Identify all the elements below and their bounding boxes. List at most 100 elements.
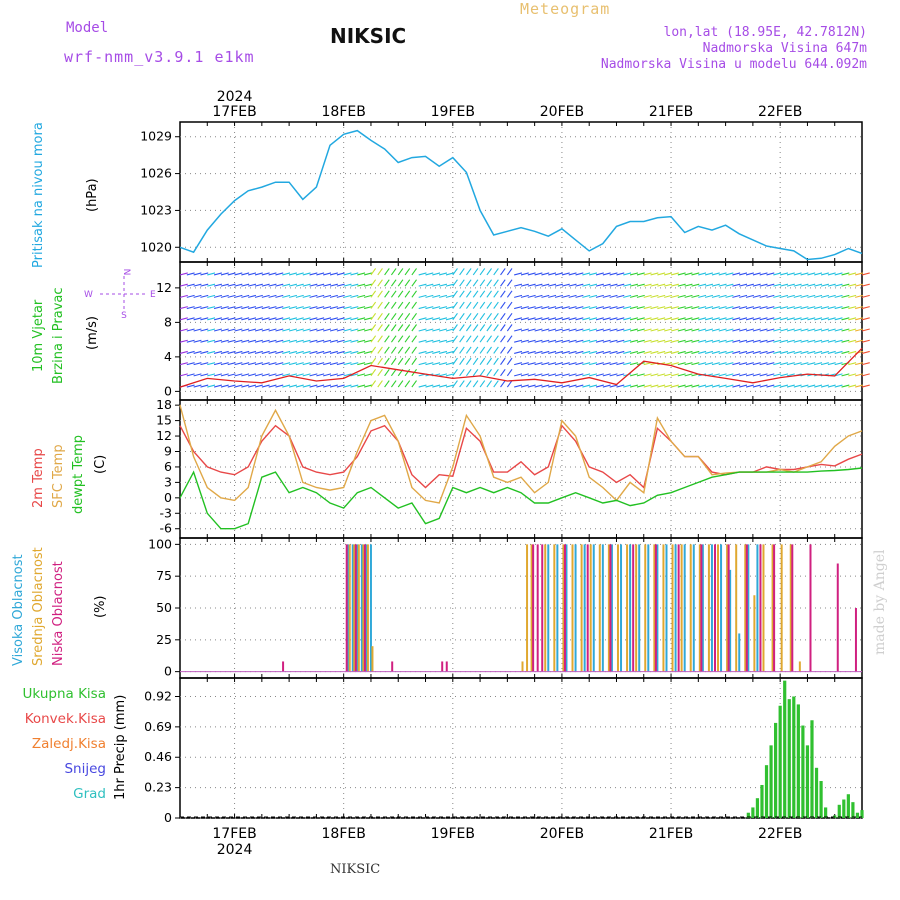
wind-barb [623, 384, 632, 388]
wind-barb [834, 283, 843, 287]
wind-barb [397, 279, 404, 287]
wind-barb [364, 339, 373, 343]
wind-barb [752, 384, 761, 388]
wind-barb [241, 373, 250, 377]
wind-barb [664, 328, 673, 332]
wind-barb [561, 294, 570, 298]
wind-barb [629, 328, 639, 332]
wind-barb [820, 272, 829, 276]
wind-barb [827, 362, 836, 366]
wind-barb [752, 328, 761, 332]
wind-barb [766, 294, 775, 298]
wind-barb [248, 373, 257, 377]
wind-barb [718, 339, 727, 343]
wind-barb [848, 272, 857, 276]
wind-barb [534, 339, 543, 343]
wind-barb [793, 294, 802, 298]
panel-frame [179, 121, 863, 263]
wind-barb [343, 283, 352, 287]
wind-barb [848, 350, 857, 354]
wind-barb [745, 283, 754, 287]
wind-barb [288, 328, 298, 332]
wind-barb [227, 328, 236, 332]
wind-barb [323, 328, 332, 332]
wind-barb [241, 362, 250, 366]
temp-unit: (C) [93, 455, 108, 474]
wind-barb [309, 339, 318, 343]
wind-barb [732, 328, 741, 332]
wind-barb [479, 279, 486, 287]
y-tick-label: -3 [160, 505, 172, 520]
wind-barb [582, 384, 591, 388]
wind-barb [561, 272, 570, 276]
wind-barb [752, 272, 761, 276]
wind-barb [364, 350, 373, 354]
wind-barb [275, 272, 284, 276]
y-tick-label: 1026 [140, 166, 172, 181]
wind-barb [377, 346, 383, 354]
wind-barb [500, 369, 506, 377]
wind-barb [329, 306, 338, 310]
wind-barb [848, 283, 857, 287]
wind-barb [745, 384, 754, 388]
wind-barb [575, 384, 584, 388]
wind-barb [445, 339, 454, 343]
wind-barb [220, 294, 229, 298]
wind-barb [514, 328, 523, 332]
wind-barb [855, 272, 864, 276]
wind-barb [514, 350, 523, 354]
wind-barb [841, 317, 850, 321]
wind-barb [725, 373, 734, 377]
wind-barb [514, 283, 523, 287]
y-tick-label: 8 [164, 314, 172, 329]
wind-barb [268, 294, 277, 298]
wind-barb [439, 272, 448, 276]
wind-barb [589, 362, 598, 366]
wind-barb [739, 283, 748, 287]
wind-barb [582, 373, 591, 377]
wind-barb [248, 283, 257, 287]
wind-barb [261, 384, 270, 388]
wind-barb [575, 373, 584, 377]
wind-barb [248, 317, 257, 321]
wind-barb [397, 335, 404, 343]
wind-barb [834, 272, 843, 276]
wind-barb [472, 279, 479, 287]
wind-barb [711, 272, 720, 276]
wind-barb [732, 339, 741, 343]
wind-barb [814, 294, 823, 298]
wind-barb [541, 306, 550, 310]
wind-barb [834, 317, 843, 321]
wind-barb [718, 317, 727, 321]
wind-barb [534, 283, 543, 287]
wind-barb [739, 294, 748, 298]
wind-barb [295, 294, 304, 298]
wind-barb [841, 339, 850, 343]
wind-barb [227, 294, 236, 298]
wind-barb [773, 328, 782, 332]
wind-barb [193, 272, 202, 276]
wind-barb [548, 294, 557, 298]
wind-barb [213, 317, 222, 321]
wind-barb [343, 306, 352, 310]
wind-barb [629, 294, 639, 298]
wind-barb [288, 294, 298, 298]
wind-barb [179, 362, 188, 366]
wind-barb [595, 294, 604, 298]
wind-barb [705, 294, 714, 298]
wind-barb [234, 362, 243, 366]
wind-barb [241, 283, 250, 287]
wind-barb [295, 362, 304, 366]
wind-barb [459, 324, 465, 332]
wind-barb [527, 384, 536, 388]
wind-barb [861, 373, 870, 377]
wind-barb [316, 283, 325, 287]
wind-barb [200, 317, 209, 321]
wind-barb [227, 339, 236, 343]
wind-barb [493, 369, 499, 377]
wind-barb [452, 324, 458, 332]
wind-barb [254, 339, 263, 343]
wind-barb [275, 384, 284, 388]
wind-barb [302, 294, 311, 298]
wind-barb [275, 283, 284, 287]
